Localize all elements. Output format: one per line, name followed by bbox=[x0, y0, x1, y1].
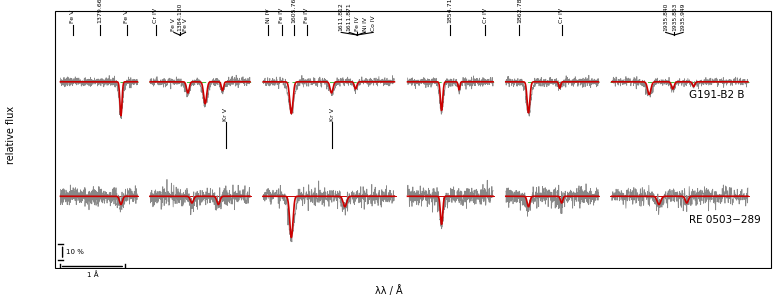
Text: 1379.668: 1379.668 bbox=[97, 0, 102, 23]
Text: 1 Å: 1 Å bbox=[86, 271, 98, 278]
Text: Fe IV: Fe IV bbox=[355, 16, 359, 31]
Text: 1384.130: 1384.130 bbox=[177, 3, 182, 31]
Text: Ni IV: Ni IV bbox=[266, 9, 271, 23]
Text: Kr V: Kr V bbox=[223, 108, 228, 121]
Text: 1611.812: 1611.812 bbox=[338, 2, 344, 31]
Text: Fe V: Fe V bbox=[183, 18, 188, 31]
Text: 1605.764: 1605.764 bbox=[292, 0, 296, 23]
Text: 10 %: 10 % bbox=[66, 249, 84, 255]
Text: Fe IV: Fe IV bbox=[279, 8, 284, 23]
Text: Fe V: Fe V bbox=[70, 10, 75, 23]
Text: 1935.863: 1935.863 bbox=[672, 3, 677, 31]
Text: RE 0503−289: RE 0503−289 bbox=[689, 215, 761, 225]
Text: λλ / Å: λλ / Å bbox=[375, 285, 403, 296]
Text: Ni IV: Ni IV bbox=[363, 17, 368, 31]
Text: Cr IV: Cr IV bbox=[559, 8, 564, 23]
Text: 1935.840: 1935.840 bbox=[663, 3, 668, 31]
Text: 1935.949: 1935.949 bbox=[681, 3, 685, 31]
Text: Fe V: Fe V bbox=[171, 18, 177, 31]
Text: 1854.714: 1854.714 bbox=[448, 0, 453, 23]
Text: 1611.871: 1611.871 bbox=[347, 2, 352, 31]
Text: G191-B2 B: G191-B2 B bbox=[689, 90, 745, 100]
Text: Co IV: Co IV bbox=[370, 16, 376, 31]
Text: Cr IV: Cr IV bbox=[482, 8, 488, 23]
Text: Kr V: Kr V bbox=[330, 108, 335, 121]
Text: 1862.787: 1862.787 bbox=[517, 0, 522, 23]
Text: Fe IV: Fe IV bbox=[304, 8, 310, 23]
Text: relative flux: relative flux bbox=[6, 106, 16, 164]
Text: Fe V: Fe V bbox=[124, 10, 129, 23]
Text: Cr IV: Cr IV bbox=[153, 8, 158, 23]
